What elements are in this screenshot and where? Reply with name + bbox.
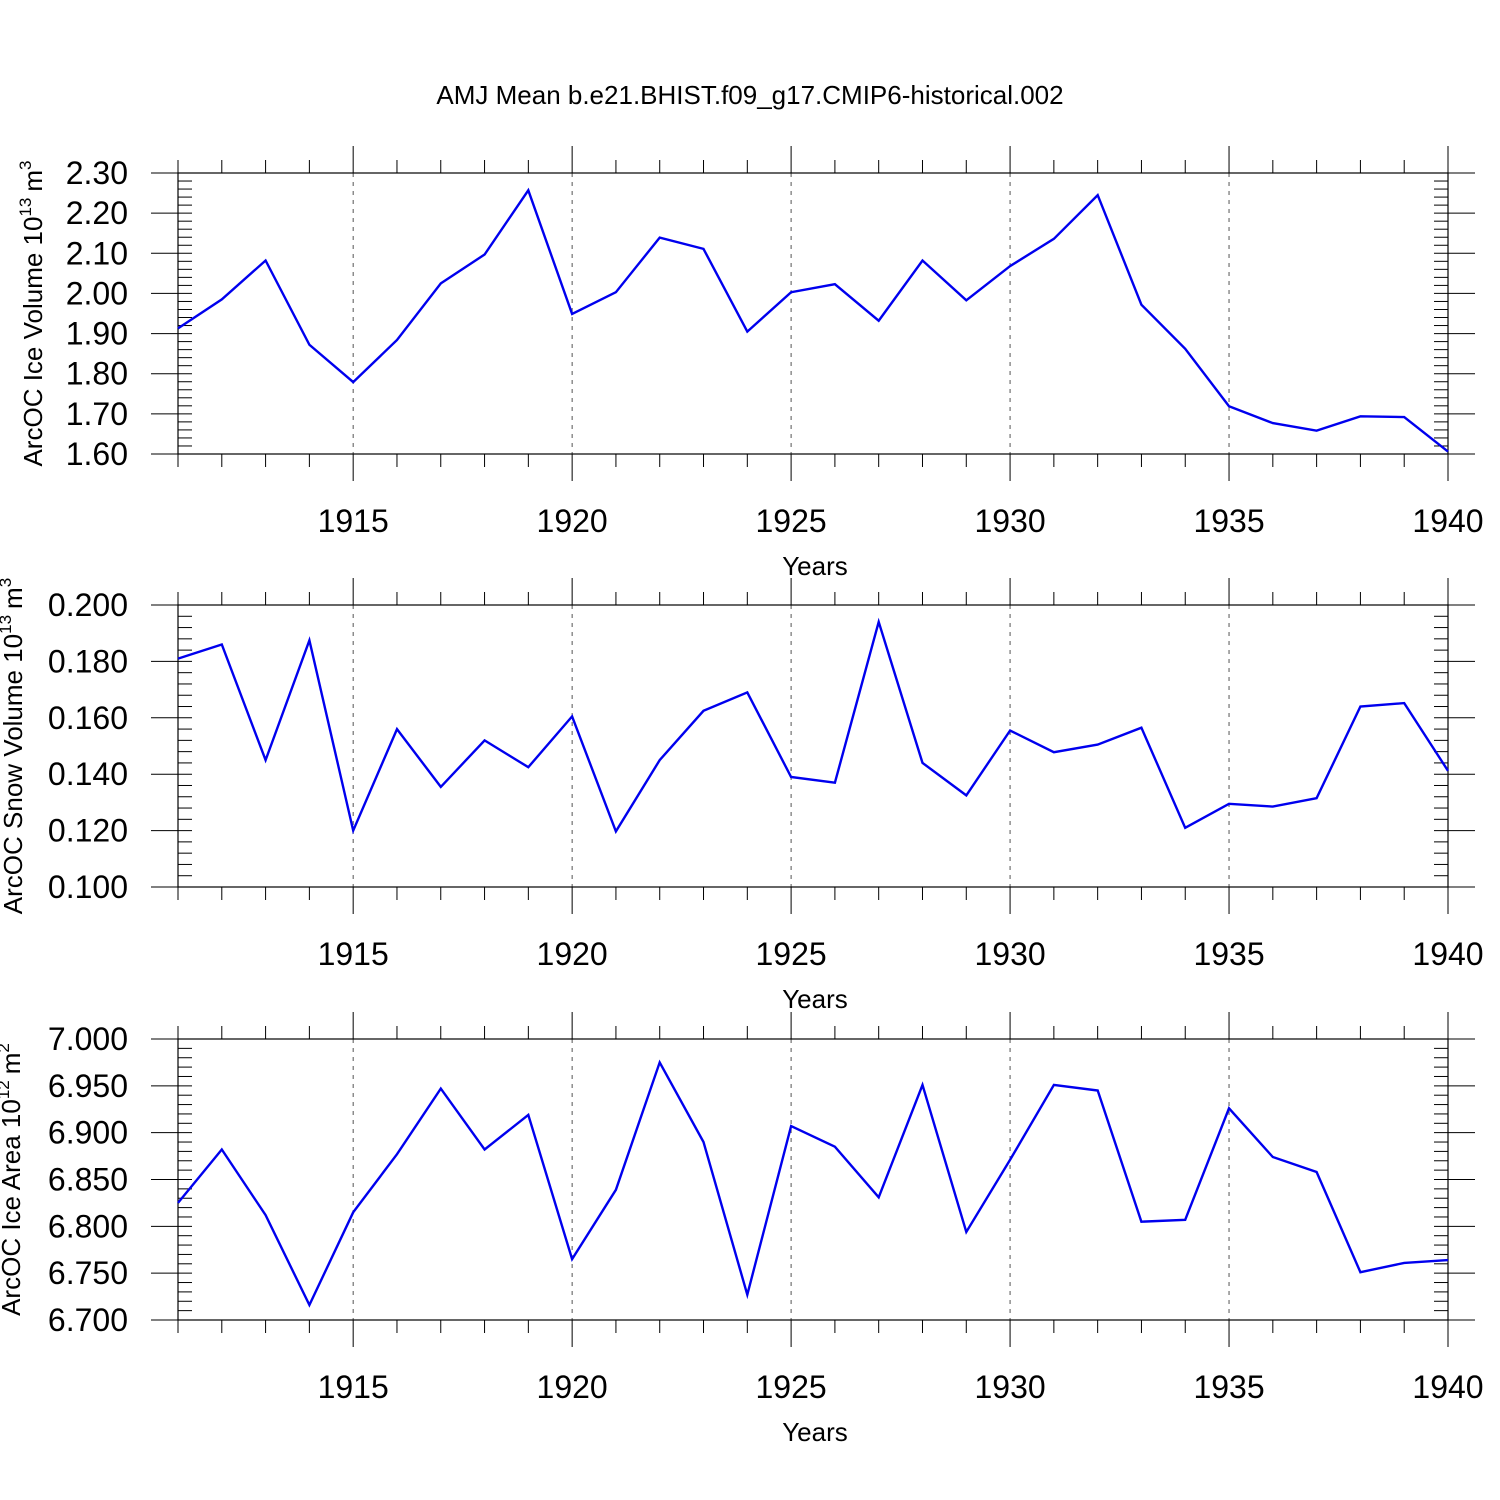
y-tick-label: 0.140 <box>48 756 128 792</box>
x-tick-label: 1925 <box>756 936 827 972</box>
y-tick-label: 0.160 <box>48 700 128 736</box>
x-tick-label: 1925 <box>756 503 827 539</box>
series-line <box>177 1059 1449 1308</box>
y-tick-label: 0.200 <box>48 587 128 623</box>
plot-frame <box>177 1038 1449 1321</box>
y-axis-title-text: ArcOC Ice Area 10 <box>0 1099 26 1316</box>
x-tick-label: 1915 <box>318 936 389 972</box>
x-tick-label: 1940 <box>1412 1369 1483 1405</box>
x-tick-label: 1940 <box>1412 503 1483 539</box>
y-tick-label: 2.10 <box>66 235 128 271</box>
y-axis-title-exponent: 13 <box>0 615 15 634</box>
x-tick-label: 1930 <box>974 1369 1045 1405</box>
y-axis-title-exponent: 13 <box>16 198 35 217</box>
y-tick-label: 6.950 <box>48 1068 128 1104</box>
x-tick-label: 1920 <box>537 936 608 972</box>
x-tick-label: 1915 <box>318 503 389 539</box>
y-tick-label: 6.700 <box>48 1302 128 1338</box>
x-axis-title: Years <box>782 551 848 581</box>
x-tick-label: 1930 <box>974 503 1045 539</box>
y-tick-label: 0.100 <box>48 869 128 905</box>
y-axis-title-unit-exponent: 3 <box>16 160 35 169</box>
x-tick-label: 1925 <box>756 1369 827 1405</box>
y-tick-label: 7.000 <box>48 1021 128 1057</box>
y-axis-title-text: ArcOC Ice Volume 10 <box>18 217 48 467</box>
x-tick-label: 1920 <box>537 1369 608 1405</box>
y-tick-label: 6.800 <box>48 1208 128 1244</box>
x-axis-title: Years <box>782 1417 848 1447</box>
y-axis-title-unit-exponent: 2 <box>0 1043 13 1052</box>
y-axis-title-unit: m <box>0 1053 26 1075</box>
series-line <box>177 187 1449 453</box>
y-axis-title-exponent: 12 <box>0 1080 13 1099</box>
panel-2: 0.100 0.120 0.140 0.160 0.180 0.200 1915 1920 19… <box>0 578 1484 1014</box>
y-axis-title-text: ArcOC Snow Volume 10 <box>0 634 28 914</box>
x-axis-title: Years <box>782 984 848 1014</box>
x-tick-label: 1935 <box>1193 936 1264 972</box>
y-axis-title: ArcOC Ice Area 1012 m2 <box>0 1043 26 1316</box>
y-tick-label: 6.850 <box>48 1162 128 1198</box>
x-tick-label: 1915 <box>318 1369 389 1405</box>
y-axis-title-unit: m <box>18 170 48 192</box>
y-axis-title: ArcOC Ice Volume 1013 m3 <box>16 160 48 466</box>
y-tick-label: 2.30 <box>66 155 128 191</box>
y-axis-title: ArcOC Snow Volume 1013 m3 <box>0 578 28 914</box>
y-tick-label: 2.20 <box>66 195 128 231</box>
y-axis-title-unit: m <box>0 587 28 609</box>
x-tick-label: 1930 <box>974 936 1045 972</box>
y-tick-label: 1.70 <box>66 396 128 432</box>
x-tick-label: 1940 <box>1412 936 1483 972</box>
y-tick-label: 6.750 <box>48 1255 128 1291</box>
panel-1: 1.60 1.70 1.80 1.90 2.00 2.10 2.20 2.30 1915 1920… <box>16 146 1484 581</box>
y-axis-title-unit-exponent: 3 <box>0 578 15 587</box>
chart-panels: 1.60 1.70 1.80 1.90 2.00 2.10 2.20 2.30 1915 1920… <box>0 146 1484 1447</box>
plot-frame <box>177 172 1449 455</box>
x-tick-label: 1920 <box>537 503 608 539</box>
series-line <box>177 617 1450 835</box>
y-tick-label: 2.00 <box>66 275 128 311</box>
x-tick-label: 1935 <box>1193 1369 1264 1405</box>
y-tick-label: 1.90 <box>66 316 128 352</box>
y-tick-label: 0.180 <box>48 643 128 679</box>
panel-3: 6.700 6.750 6.800 6.850 6.900 6.950 7.000 1915 1… <box>0 1012 1484 1447</box>
y-tick-label: 1.80 <box>66 356 128 392</box>
y-tick-label: 0.120 <box>48 813 128 849</box>
chart-title: AMJ Mean b.e21.BHIST.f09_g17.CMIP6-histo… <box>436 80 1063 110</box>
plot-frame <box>177 604 1449 888</box>
y-tick-label: 1.60 <box>66 436 128 472</box>
y-tick-label: 6.900 <box>48 1115 128 1151</box>
x-tick-label: 1935 <box>1193 503 1264 539</box>
